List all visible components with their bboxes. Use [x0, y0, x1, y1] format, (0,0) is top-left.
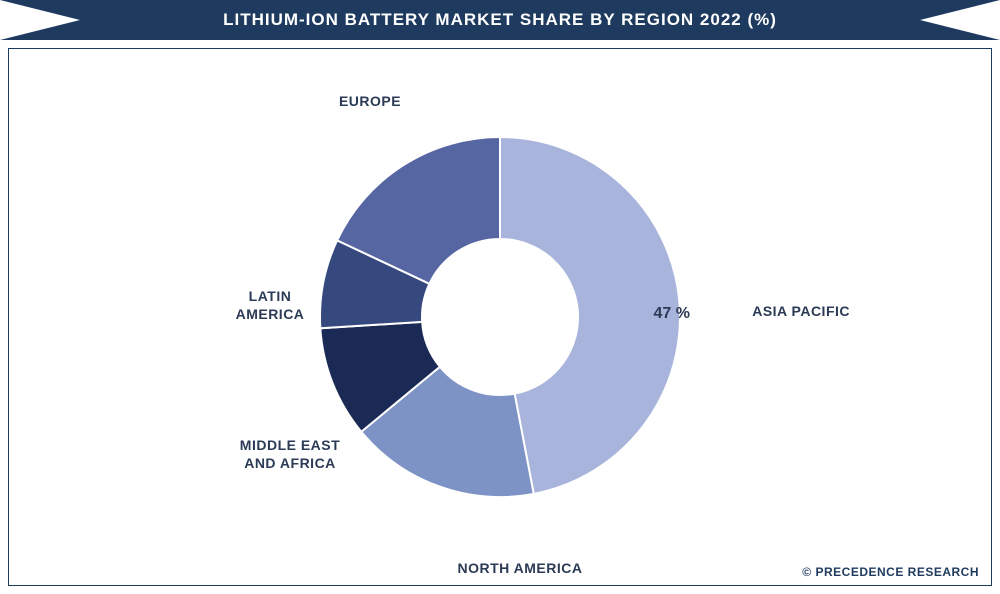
slice-value-asia-pacific: 47 % [654, 305, 690, 323]
slice-label-asia-pacific: ASIA PACIFIC [752, 302, 850, 320]
copyright: © PRECEDENCE RESEARCH [802, 565, 979, 579]
title-bar: Lithium-Ion Battery Market Share by Regi… [0, 0, 1000, 40]
slice-label-europe: EUROPE [320, 92, 420, 110]
slice-label-latin-america: LATIN AMERICA [220, 287, 320, 323]
slice-label-north-america: NORTH AMERICA [450, 559, 590, 577]
chart-frame: ASIA PACIFIC 47 % NORTH AMERICA MIDDLE E… [8, 48, 992, 586]
donut-chart: ASIA PACIFIC 47 % NORTH AMERICA MIDDLE E… [250, 67, 750, 567]
slice-label-mea: MIDDLE EAST AND AFRICA [230, 436, 350, 472]
donut-svg [310, 127, 690, 507]
chart-title: Lithium-Ion Battery Market Share by Regi… [223, 10, 777, 30]
